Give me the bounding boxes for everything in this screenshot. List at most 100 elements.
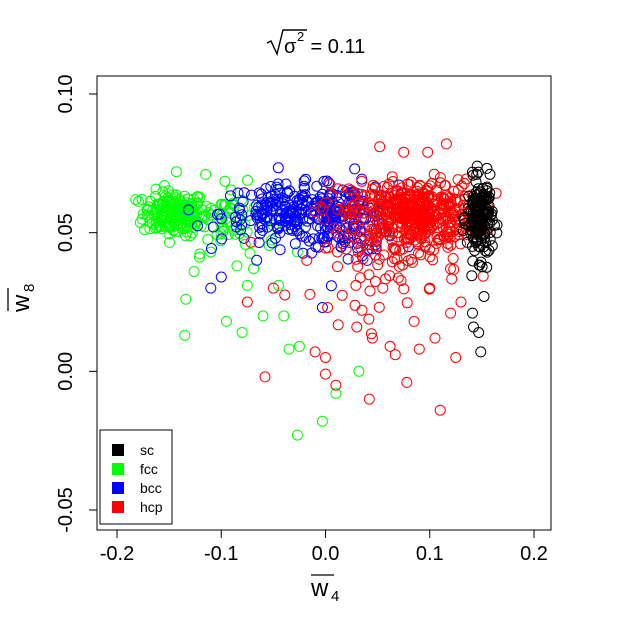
data-point-sc bbox=[481, 209, 493, 221]
x-axis: -0.2 -0.1 0.0 0.1 0.2 bbox=[100, 529, 548, 565]
legend-label-hcp: hcp bbox=[140, 499, 163, 515]
data-point-hcp bbox=[331, 246, 343, 258]
data-point-fcc bbox=[194, 248, 206, 260]
data-point-bcc bbox=[303, 235, 315, 247]
y-tick-label: -0.05 bbox=[55, 487, 77, 533]
data-point-fcc bbox=[176, 217, 188, 229]
data-point-bcc bbox=[312, 220, 324, 232]
data-point-hcp bbox=[422, 191, 434, 202]
data-point-hcp bbox=[395, 275, 407, 287]
legend-label-bcc: bcc bbox=[140, 480, 162, 496]
data-point-fcc bbox=[150, 183, 162, 195]
data-point-sc bbox=[476, 261, 488, 273]
data-point-sc bbox=[462, 203, 474, 215]
data-point-hcp bbox=[389, 349, 401, 361]
data-point-hcp bbox=[427, 254, 439, 266]
data-point-sc bbox=[473, 218, 485, 230]
data-point-fcc bbox=[219, 175, 231, 187]
data-point-hcp bbox=[440, 180, 451, 191]
data-point-bcc bbox=[289, 190, 300, 202]
data-point-sc bbox=[468, 321, 479, 333]
data-point-sc bbox=[481, 162, 493, 174]
data-point-fcc bbox=[273, 279, 285, 291]
data-point-hcp bbox=[351, 321, 363, 333]
data-point-hcp bbox=[441, 226, 453, 237]
legend-swatch-bcc bbox=[112, 482, 124, 494]
data-point-bcc bbox=[284, 199, 296, 211]
data-point-fcc bbox=[151, 221, 163, 233]
data-point-hcp bbox=[408, 315, 420, 327]
data-point-hcp bbox=[309, 346, 321, 358]
data-point-hcp bbox=[377, 282, 389, 294]
data-point-hcp bbox=[427, 198, 439, 210]
data-point-hcp bbox=[365, 210, 377, 222]
data-point-hcp bbox=[386, 171, 398, 183]
data-point-hcp bbox=[401, 237, 413, 248]
data-point-hcp bbox=[376, 189, 388, 201]
data-point-fcc bbox=[221, 315, 232, 327]
data-point-sc bbox=[479, 198, 490, 210]
data-point-sc bbox=[470, 205, 482, 217]
data-point-hcp bbox=[418, 216, 430, 228]
data-point-hcp bbox=[360, 239, 372, 251]
data-point-bcc bbox=[256, 200, 268, 211]
data-point-hcp bbox=[447, 253, 459, 264]
data-point-hcp bbox=[356, 175, 368, 187]
data-point-bcc bbox=[205, 282, 217, 294]
data-point-hcp bbox=[413, 343, 425, 355]
data-point-bcc bbox=[207, 221, 219, 233]
data-point-sc bbox=[466, 270, 478, 282]
data-point-hcp bbox=[378, 249, 390, 261]
data-point-bcc bbox=[212, 208, 223, 220]
data-point-fcc bbox=[169, 211, 181, 223]
data-point-fcc bbox=[144, 223, 156, 235]
data-point-fcc bbox=[154, 203, 166, 215]
data-point-fcc bbox=[228, 224, 240, 236]
data-point-hcp bbox=[443, 228, 455, 240]
data-point-sc bbox=[472, 221, 484, 232]
data-point-hcp bbox=[349, 232, 360, 244]
data-point-sc bbox=[473, 188, 485, 200]
data-point-hcp bbox=[401, 376, 413, 388]
data-point-hcp bbox=[371, 236, 382, 248]
data-point-fcc bbox=[180, 293, 192, 305]
data-point-hcp bbox=[364, 199, 375, 211]
data-point-fcc bbox=[225, 184, 237, 196]
data-point-hcp bbox=[332, 183, 344, 195]
data-point-hcp bbox=[349, 212, 361, 224]
y-axis: -0.05 0.00 0.05 0.10 bbox=[55, 75, 98, 533]
data-point-bcc bbox=[300, 173, 312, 185]
data-point-fcc bbox=[170, 166, 182, 178]
data-point-fcc bbox=[217, 226, 229, 237]
data-point-hcp bbox=[415, 249, 427, 261]
data-point-hcp bbox=[330, 379, 342, 391]
data-point-hcp bbox=[363, 313, 375, 325]
data-point-sc bbox=[491, 227, 503, 239]
data-point-hcp bbox=[332, 203, 344, 215]
data-point-hcp bbox=[414, 206, 426, 218]
data-point-hcp bbox=[446, 273, 458, 285]
data-point-fcc bbox=[164, 236, 175, 248]
data-point-fcc bbox=[242, 174, 253, 186]
data-point-hcp bbox=[386, 234, 398, 246]
data-point-hcp bbox=[369, 276, 381, 287]
data-point-bcc bbox=[265, 190, 277, 202]
data-point-hcp bbox=[355, 242, 367, 254]
data-point-fcc bbox=[191, 191, 203, 203]
data-point-bcc bbox=[270, 232, 281, 244]
data-point-hcp bbox=[428, 206, 440, 218]
data-point-hcp bbox=[410, 217, 422, 229]
data-point-hcp bbox=[367, 179, 379, 191]
chart-title: σ 2 = 0.11 bbox=[266, 29, 365, 58]
data-point-sc bbox=[483, 244, 495, 256]
data-point-sc bbox=[484, 233, 496, 245]
data-point-bcc bbox=[294, 228, 306, 240]
data-point-sc bbox=[458, 212, 470, 224]
data-point-bcc bbox=[272, 162, 284, 174]
data-point-bcc bbox=[274, 244, 286, 256]
data-point-hcp bbox=[328, 222, 340, 234]
legend: sc fcc bcc hcp bbox=[99, 429, 173, 525]
data-point-bcc bbox=[297, 247, 309, 259]
data-point-hcp bbox=[405, 253, 417, 265]
